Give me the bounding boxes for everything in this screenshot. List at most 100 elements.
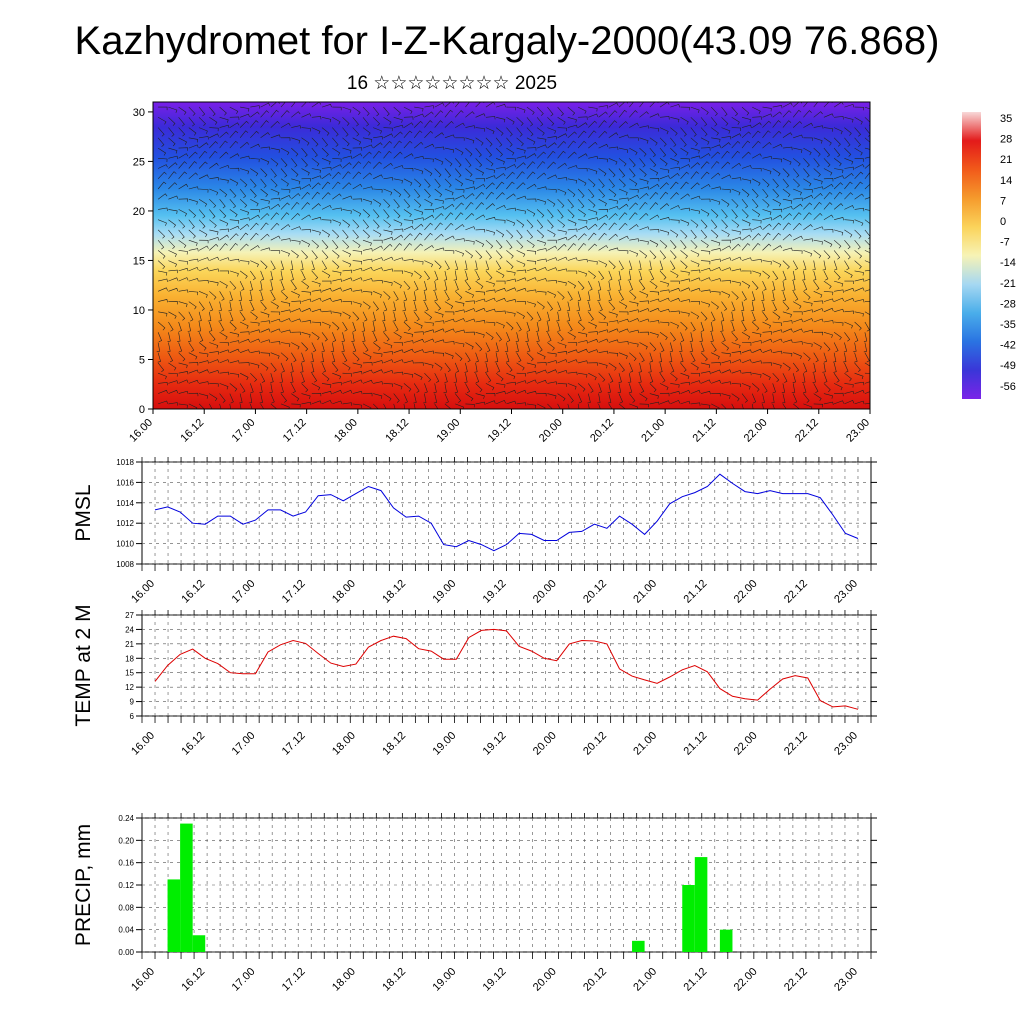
wind-barb xyxy=(250,120,259,128)
wind-barb xyxy=(639,125,650,129)
x-tick-label: 19.12 xyxy=(481,966,509,994)
wind-barb xyxy=(700,342,705,353)
wind-barb xyxy=(157,137,165,147)
wind-barb xyxy=(311,308,322,313)
wind-barb xyxy=(444,109,453,118)
wind-barb xyxy=(608,146,619,151)
wind-barb xyxy=(465,318,476,323)
wind-barb xyxy=(526,403,537,409)
wind-barb xyxy=(721,239,731,244)
wind-barb xyxy=(659,332,668,341)
wind-barb xyxy=(834,392,844,397)
y-tick-label: 0.20 xyxy=(118,836,134,845)
wind-barb xyxy=(813,111,823,118)
wind-barb xyxy=(864,147,870,150)
wind-barb xyxy=(639,137,649,144)
wind-barb xyxy=(332,287,342,292)
wind-barb xyxy=(229,280,237,291)
wind-barb xyxy=(731,351,742,355)
wind-barb xyxy=(598,245,609,251)
wind-barb xyxy=(209,141,218,149)
wind-barb xyxy=(670,280,680,284)
wind-barb xyxy=(270,197,281,202)
wind-barb xyxy=(403,188,411,198)
wind-barb xyxy=(752,348,762,353)
wind-barb xyxy=(393,321,399,332)
wind-barb xyxy=(803,122,814,128)
wind-barb xyxy=(311,168,321,174)
wind-barb xyxy=(659,229,670,236)
x-tick-label: 19.12 xyxy=(486,417,514,445)
wind-barb xyxy=(250,222,259,231)
wind-barb xyxy=(557,162,567,169)
wind-barb xyxy=(741,209,749,219)
wind-barb xyxy=(403,403,406,409)
wind-barb xyxy=(731,332,739,342)
wind-barb xyxy=(557,332,564,342)
wind-barb xyxy=(199,136,209,140)
wind-barb xyxy=(289,260,294,271)
wind-barb xyxy=(157,389,168,394)
wind-barb xyxy=(198,311,202,322)
wind-barb xyxy=(342,209,352,215)
wind-barb xyxy=(864,391,870,394)
wind-barb xyxy=(495,362,501,373)
wind-barb xyxy=(710,209,719,218)
wind-barb xyxy=(639,239,649,245)
wind-barb xyxy=(670,205,680,210)
wind-barb xyxy=(219,228,230,233)
wind-barb xyxy=(721,360,732,364)
wind-barb xyxy=(424,130,434,139)
wind-barb xyxy=(383,342,393,349)
wind-barb xyxy=(547,332,552,342)
wind-barb xyxy=(844,321,853,329)
wind-barb xyxy=(434,146,445,151)
wind-barb xyxy=(844,219,854,224)
x-tick-label: 17.00 xyxy=(230,578,258,606)
wind-barb xyxy=(403,167,414,172)
wind-barb xyxy=(782,393,786,404)
y-axis-label: PRECIP, mm xyxy=(72,824,95,946)
wind-barb xyxy=(229,153,240,159)
wind-barb xyxy=(793,318,803,323)
wind-barb xyxy=(567,178,578,184)
wind-barb xyxy=(209,301,214,312)
wind-barb xyxy=(598,158,608,163)
wind-barb xyxy=(567,117,577,123)
wind-barb xyxy=(793,341,803,345)
wind-barb xyxy=(444,403,452,409)
wind-barb xyxy=(659,321,670,326)
wind-barb xyxy=(198,229,208,238)
wind-barb xyxy=(547,117,555,126)
wind-barb xyxy=(290,270,294,281)
wind-barb xyxy=(577,242,587,251)
wind-barb xyxy=(393,349,404,353)
wind-barb xyxy=(393,280,402,289)
wind-barb xyxy=(526,362,536,369)
wind-barb xyxy=(669,342,673,353)
wind-barb xyxy=(629,238,639,242)
wind-barb xyxy=(752,122,762,128)
wind-barb xyxy=(157,260,166,270)
wind-barb xyxy=(424,338,435,343)
wind-barb xyxy=(863,332,868,342)
wind-barb xyxy=(229,188,237,198)
wind-barb xyxy=(587,393,591,404)
wind-barb xyxy=(280,352,289,362)
wind-barb xyxy=(311,270,319,280)
wind-barb xyxy=(291,300,301,304)
wind-barb xyxy=(311,280,321,287)
wind-barb xyxy=(219,188,228,198)
wind-barb xyxy=(526,229,534,239)
wind-barb xyxy=(833,191,843,200)
wind-barb xyxy=(629,342,639,348)
wind-barb xyxy=(516,239,524,249)
wind-barb xyxy=(455,352,463,362)
wind-barb xyxy=(833,260,838,271)
wind-barb xyxy=(219,257,230,261)
wind-barb xyxy=(670,229,679,238)
wind-barb xyxy=(413,243,423,251)
wind-barb xyxy=(762,383,768,393)
wind-barb xyxy=(239,198,248,208)
